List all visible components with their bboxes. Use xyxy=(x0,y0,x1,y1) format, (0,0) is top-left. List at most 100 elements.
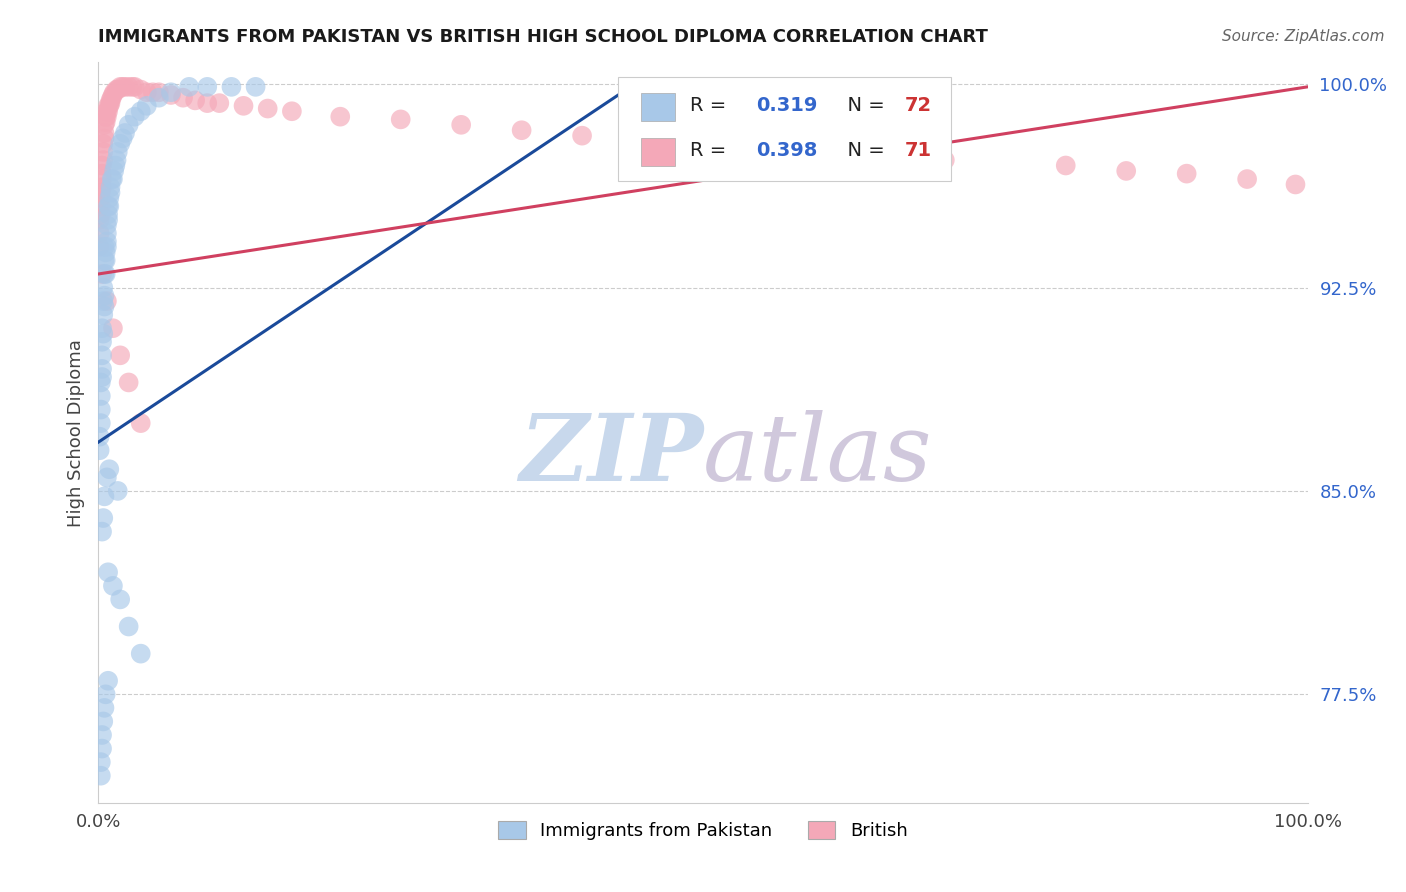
Text: atlas: atlas xyxy=(703,409,932,500)
Point xyxy=(118,79,141,94)
Point xyxy=(98,99,121,113)
Point xyxy=(91,362,114,376)
Point xyxy=(91,321,114,335)
Point xyxy=(108,348,131,362)
Point xyxy=(94,245,117,260)
Point xyxy=(221,79,243,94)
Point xyxy=(118,118,141,132)
Legend: Immigrants from Pakistan, British: Immigrants from Pakistan, British xyxy=(489,812,917,849)
Point xyxy=(111,79,134,94)
Point xyxy=(245,79,267,94)
Point xyxy=(93,253,115,268)
Point xyxy=(101,87,124,102)
FancyBboxPatch shape xyxy=(619,78,950,181)
Point xyxy=(281,104,304,119)
Point xyxy=(97,566,120,580)
FancyBboxPatch shape xyxy=(641,138,675,167)
Point xyxy=(107,483,129,498)
Point xyxy=(91,524,114,539)
Point xyxy=(89,212,111,227)
Point xyxy=(208,96,231,111)
Point xyxy=(934,153,956,167)
Point xyxy=(124,79,146,94)
Point xyxy=(100,91,122,105)
Point xyxy=(91,180,114,194)
Text: IMMIGRANTS FROM PAKISTAN VS BRITISH HIGH SCHOOL DIPLOMA CORRELATION CHART: IMMIGRANTS FROM PAKISTAN VS BRITISH HIGH… xyxy=(98,28,988,45)
Point xyxy=(91,294,114,309)
Point xyxy=(129,416,152,430)
Point xyxy=(94,110,117,124)
Point xyxy=(121,79,143,94)
Point xyxy=(96,227,118,241)
Point xyxy=(108,592,131,607)
Point xyxy=(91,280,114,294)
Point xyxy=(91,334,114,349)
Point xyxy=(389,112,412,127)
Point xyxy=(100,96,122,111)
Text: 72: 72 xyxy=(905,95,932,115)
Text: R =: R = xyxy=(690,95,733,115)
Point xyxy=(148,91,170,105)
Point xyxy=(101,172,124,186)
Point xyxy=(98,199,121,213)
Point xyxy=(100,94,122,108)
Text: 0.398: 0.398 xyxy=(756,141,817,160)
Point xyxy=(105,82,128,96)
Point xyxy=(91,136,114,151)
Text: Source: ZipAtlas.com: Source: ZipAtlas.com xyxy=(1222,29,1385,44)
Point xyxy=(692,136,714,151)
Point xyxy=(91,159,114,173)
Point xyxy=(114,79,136,94)
Point xyxy=(89,443,111,458)
Point xyxy=(104,159,127,173)
Point xyxy=(89,227,111,241)
Point xyxy=(135,85,157,99)
Point xyxy=(129,647,152,661)
Point xyxy=(90,376,112,390)
Text: R =: R = xyxy=(690,141,733,160)
Point xyxy=(96,470,118,484)
Point xyxy=(97,212,120,227)
Point xyxy=(89,430,111,444)
Point xyxy=(450,118,472,132)
Point xyxy=(97,104,120,119)
Point xyxy=(90,207,112,221)
Point xyxy=(90,416,112,430)
Point xyxy=(135,99,157,113)
Point xyxy=(148,85,170,99)
Point xyxy=(90,769,112,783)
Point xyxy=(96,240,118,254)
Point xyxy=(96,110,118,124)
Point xyxy=(105,153,128,167)
Point xyxy=(91,267,114,281)
Point xyxy=(100,172,122,186)
Point xyxy=(329,110,352,124)
Point xyxy=(873,147,896,161)
Point xyxy=(631,134,654,148)
Point xyxy=(91,145,114,159)
Point xyxy=(195,96,218,111)
Point xyxy=(93,240,115,254)
Point xyxy=(89,240,111,254)
Point xyxy=(93,489,115,503)
Point xyxy=(107,82,129,96)
Point xyxy=(129,82,152,96)
Point xyxy=(96,104,118,119)
Point xyxy=(195,79,218,94)
Point xyxy=(232,99,254,113)
Point xyxy=(1054,159,1077,173)
Text: N =: N = xyxy=(835,141,891,160)
Point xyxy=(93,126,115,140)
Point xyxy=(91,172,114,186)
Point xyxy=(90,186,112,200)
Text: 71: 71 xyxy=(905,141,932,160)
Point xyxy=(142,85,165,99)
Point xyxy=(93,131,115,145)
Point xyxy=(1284,178,1306,192)
Point xyxy=(91,167,114,181)
FancyBboxPatch shape xyxy=(641,93,675,121)
Point xyxy=(91,728,114,742)
Point xyxy=(90,402,112,417)
Point xyxy=(94,267,117,281)
Point xyxy=(97,99,120,113)
